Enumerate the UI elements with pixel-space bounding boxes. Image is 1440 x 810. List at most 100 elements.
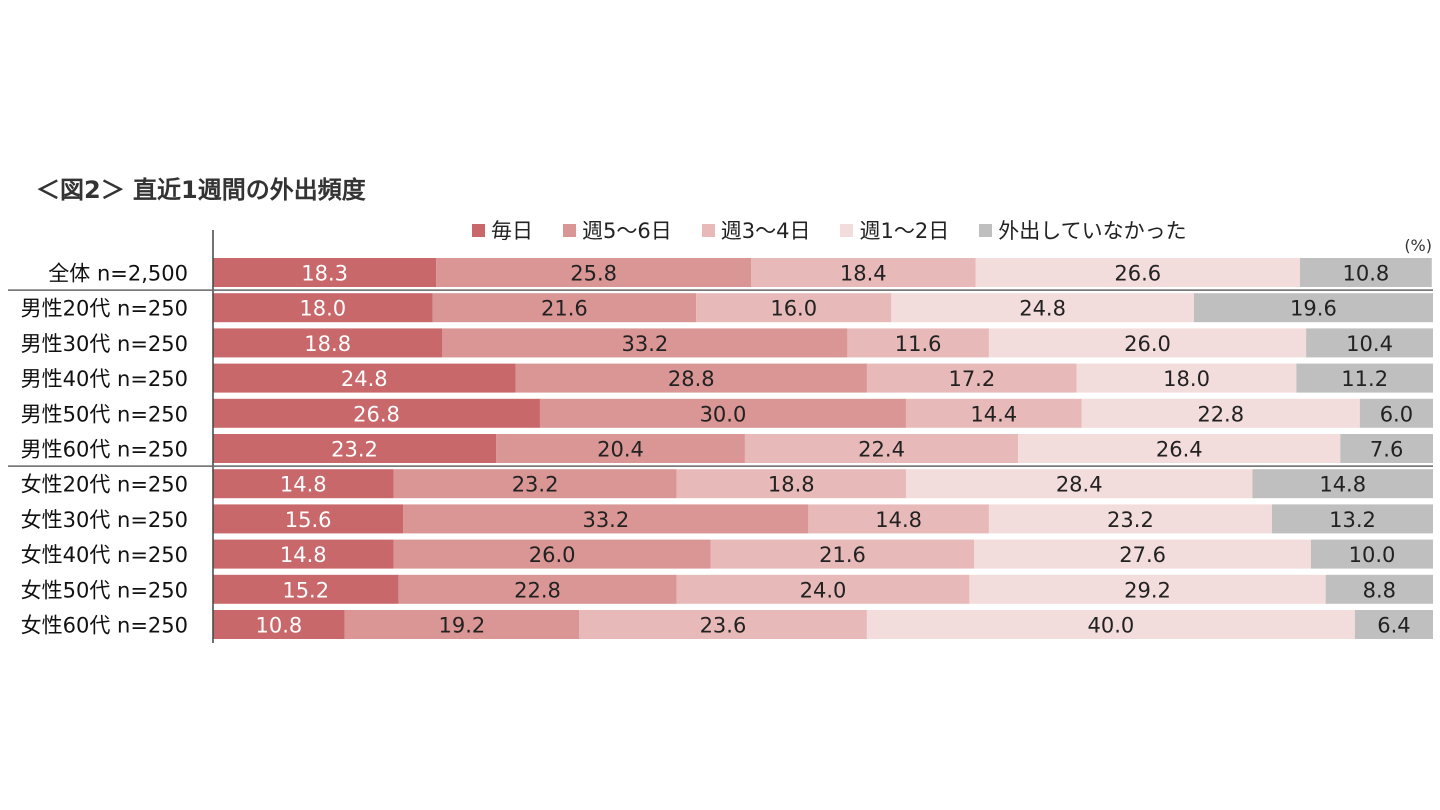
data-label: 8.8 (1363, 578, 1396, 602)
data-label: 21.6 (819, 543, 866, 567)
legend-swatch-not-out (979, 223, 993, 237)
data-label: 40.0 (1088, 614, 1135, 638)
data-label: 23.2 (1107, 508, 1154, 532)
data-label: 14.4 (970, 402, 1017, 426)
bar-segment (393, 469, 677, 499)
bar-segment (213, 258, 437, 287)
bar-segment (213, 293, 433, 323)
bar-segment (1300, 258, 1432, 287)
bar-segment (866, 363, 1077, 393)
data-label: 33.2 (621, 332, 668, 356)
bar-segment (496, 434, 745, 463)
data-label: 15.6 (285, 508, 332, 532)
bar-segment (403, 504, 809, 534)
data-label: 18.8 (768, 473, 815, 497)
data-label: 18.0 (1163, 367, 1210, 391)
bar-segment (213, 504, 404, 534)
bar-segment (975, 258, 1301, 287)
data-label: 33.2 (582, 508, 629, 532)
bar-segment (539, 398, 906, 428)
data-label: 19.2 (438, 614, 485, 638)
data-label: 20.4 (597, 438, 644, 462)
legend-label-1-2-days: 週1〜2日 (859, 219, 950, 243)
data-label: 14.8 (280, 543, 327, 567)
bar-segment (847, 328, 989, 358)
bar-segment (866, 610, 1355, 639)
bar-segment (213, 398, 540, 428)
bar-segment (579, 610, 867, 639)
bar-segment (1076, 363, 1297, 393)
bar-segment (1359, 398, 1433, 428)
data-label: 11.6 (895, 332, 942, 356)
data-label: 26.0 (1124, 332, 1171, 356)
data-label: 22.8 (514, 578, 561, 602)
data-label: 11.2 (1341, 367, 1388, 391)
data-label: 10.8 (1343, 262, 1390, 286)
bar-segment (974, 539, 1311, 569)
row-label: 女性30代 n=250 (21, 508, 188, 532)
row-label: 女性20代 n=250 (21, 473, 188, 497)
bar-segment (398, 574, 677, 604)
data-label: 26.4 (1156, 438, 1203, 462)
bar-segment (344, 610, 579, 639)
bar-segment (1193, 293, 1433, 323)
legend: 毎日 週5〜6日 週3〜4日 週1〜2日 外出していなかった (472, 214, 1187, 246)
data-label: 14.8 (280, 473, 327, 497)
data-label: 10.4 (1346, 332, 1393, 356)
data-label: 28.8 (668, 367, 715, 391)
row-label: 男性30代 n=250 (21, 332, 188, 356)
data-label: 16.0 (770, 297, 817, 321)
data-label: 14.8 (1319, 473, 1366, 497)
bar-segment (393, 539, 711, 569)
data-label: 23.6 (700, 614, 747, 638)
chart-title: ＜図2＞ 直近1週間の外出頻度 (36, 176, 366, 204)
legend-swatch-5-6-days (563, 223, 576, 237)
legend-label-not-out: 外出していなかった (998, 219, 1187, 243)
data-label: 18.8 (304, 332, 351, 356)
data-label: 29.2 (1124, 578, 1171, 602)
bar-segment (213, 434, 497, 463)
data-label: 10.8 (255, 614, 302, 638)
bar-segment (751, 258, 976, 287)
legend-item-3-4-days: 週3〜4日 (701, 215, 810, 245)
bar-segment (1081, 398, 1360, 428)
data-label: 15.2 (282, 578, 329, 602)
data-label: 26.6 (1114, 262, 1161, 286)
data-label: 13.2 (1329, 508, 1376, 532)
data-label: 26.8 (353, 402, 400, 426)
bar-segment (1325, 574, 1433, 604)
row-label: 女性50代 n=250 (21, 578, 188, 602)
bar-segment (710, 539, 975, 569)
row-label: 男性60代 n=250 (21, 438, 188, 462)
row-label: 男性50代 n=250 (21, 402, 188, 426)
legend-item-not-out: 外出していなかった (979, 215, 1187, 245)
bar-segment (213, 539, 394, 569)
bar-segment (442, 328, 848, 358)
data-label: 28.4 (1056, 473, 1103, 497)
bar-segment (744, 434, 1019, 463)
data-label: 24.0 (800, 578, 847, 602)
bar-segment (676, 469, 906, 499)
legend-swatch-daily (472, 223, 485, 237)
row-label: 男性20代 n=250 (21, 297, 188, 321)
bar-segment (891, 293, 1194, 323)
bar-segment (213, 469, 394, 499)
data-label: 10.0 (1349, 543, 1396, 567)
legend-label-daily: 毎日 (491, 219, 533, 243)
data-label: 22.8 (1197, 402, 1244, 426)
data-label: 19.6 (1290, 297, 1337, 321)
data-label: 18.0 (299, 297, 346, 321)
bar-segment (988, 504, 1272, 534)
bar-segment (515, 363, 867, 393)
row-label: 女性60代 n=250 (21, 614, 188, 638)
unit-label: (%) (1404, 236, 1432, 255)
bar-segment (696, 293, 892, 323)
data-label: 22.4 (858, 438, 905, 462)
data-label: 6.0 (1380, 402, 1413, 426)
bar-segment (1018, 434, 1341, 463)
bar-segment (213, 574, 399, 604)
bar-segment (905, 398, 1082, 428)
data-label: 24.8 (1019, 297, 1066, 321)
bar-segment (213, 610, 345, 639)
